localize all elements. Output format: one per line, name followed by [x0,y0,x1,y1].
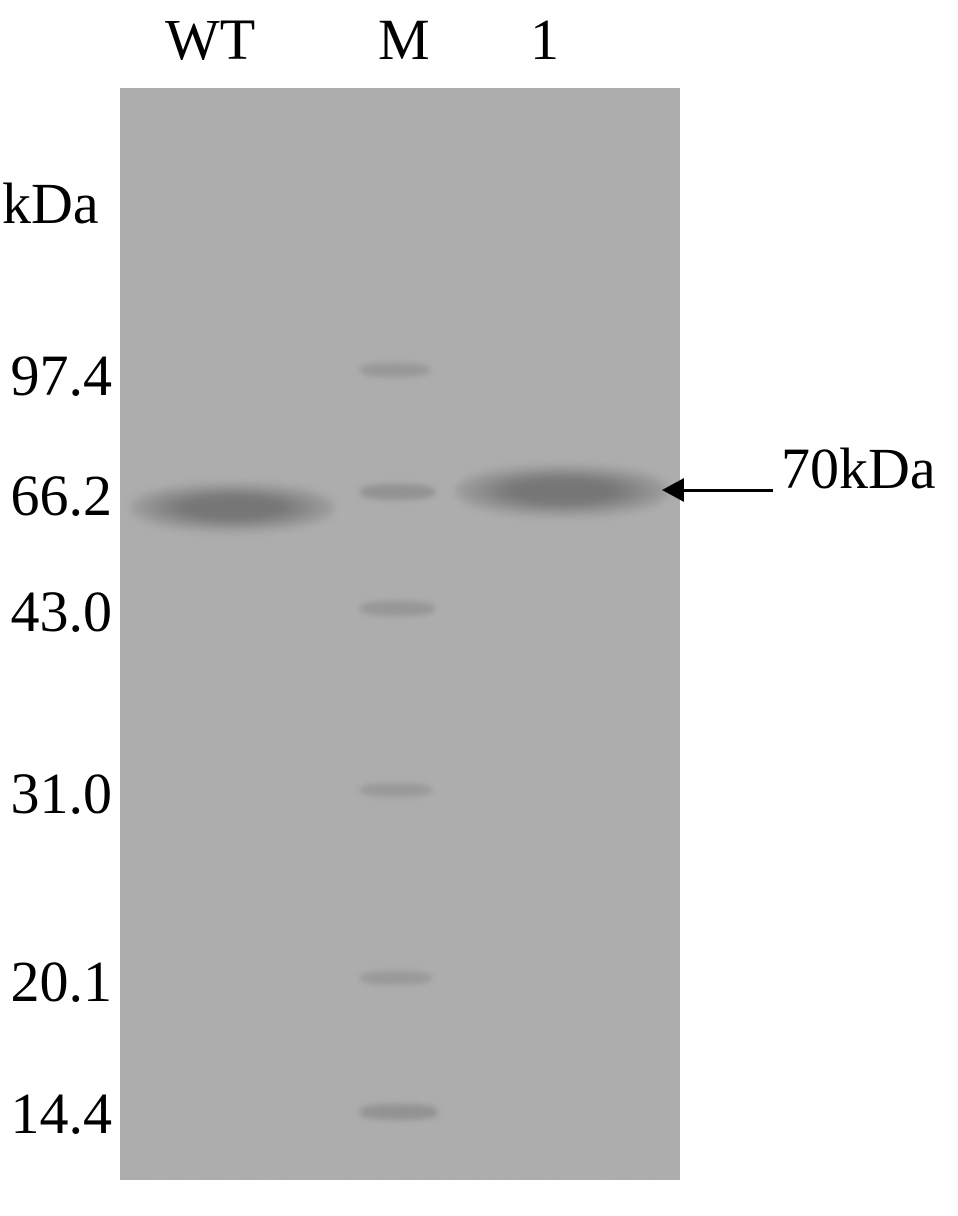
mw-label-4: 20.1 [0,948,112,1015]
annotation-arrow-line [680,489,773,492]
marker-band-5 [360,1104,438,1120]
marker-band-1 [360,484,435,500]
annotation-arrow-head [662,478,684,502]
band-wt [130,480,335,535]
gel-region [120,88,680,1180]
mw-label-0: 97.4 [0,342,112,409]
marker-band-0 [360,363,430,377]
gel-figure: WT M 1 kDa 97.4 66.2 43.0 31.0 20.1 14.4… [0,0,958,1216]
lane-label-m: M [378,6,430,73]
annotation-label: 70kDa [781,435,936,502]
mw-label-3: 31.0 [0,760,112,827]
mw-label-2: 43.0 [0,578,112,645]
mw-label-1: 66.2 [0,462,112,529]
lane-label-1: 1 [530,6,559,73]
band-sample1 [455,462,670,520]
mw-label-5: 14.4 [0,1080,112,1147]
marker-band-3 [360,783,432,797]
marker-band-4 [360,971,432,985]
lane-label-wt: WT [165,6,255,73]
unit-label: kDa [2,170,99,237]
gel-background [120,88,680,1180]
marker-band-2 [360,601,435,616]
